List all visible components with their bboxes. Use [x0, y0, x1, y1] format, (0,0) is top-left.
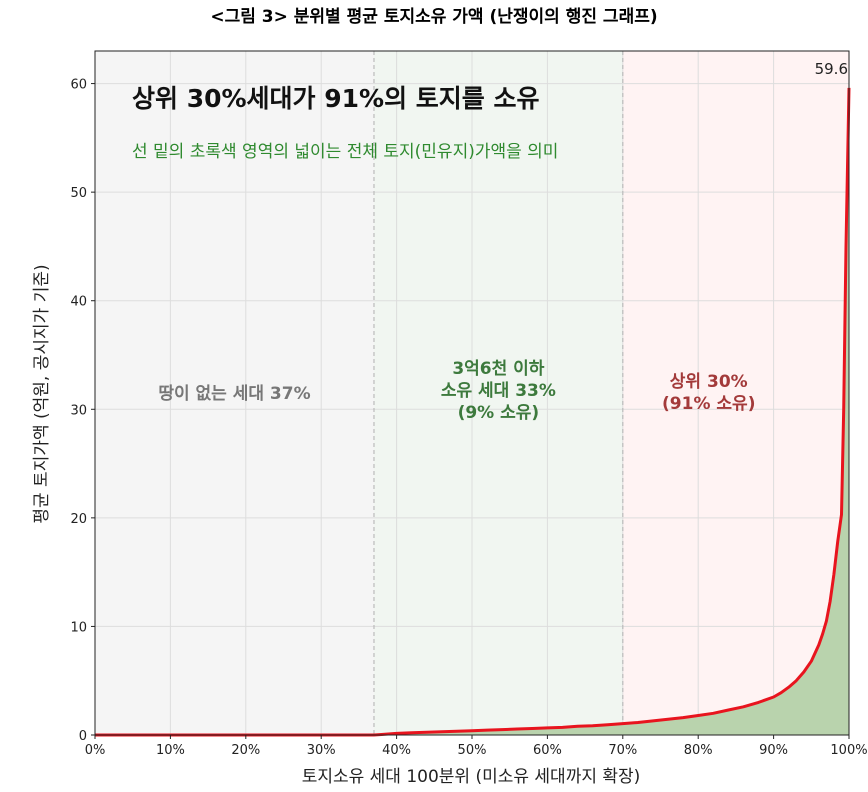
x-tick-label-3: 30%: [307, 743, 336, 758]
y-tick-label-3: 30: [70, 403, 87, 418]
x-tick-label-7: 70%: [608, 743, 637, 758]
y-tick-label-4: 40: [70, 295, 87, 310]
region-dividers: [373, 51, 624, 735]
x-tick-label-6: 60%: [533, 743, 562, 758]
y-tick-label-1: 10: [70, 620, 87, 635]
y-axis-ticks: 0 10 20 30 40 50 60: [70, 78, 95, 744]
region-label-2-line-1: (91% 소유): [662, 394, 755, 414]
subheadline: 선 밑의 초록색 영역의 넓이는 전체 토지(민유지)가액을 의미: [132, 142, 558, 162]
figure-title: <그림 3> 분위별 평균 토지소유 가액 (난쟁이의 행진 그래프): [210, 7, 657, 27]
x-tick-label-8: 80%: [684, 743, 713, 758]
peak-value-label: 59.6: [815, 60, 848, 78]
x-axis-label: 토지소유 세대 100분위 (미소유 세대까지 확장): [302, 767, 641, 787]
x-tick-label-2: 20%: [231, 743, 260, 758]
y-tick-label-6: 60: [70, 78, 87, 93]
land-value-line: [95, 87, 851, 737]
gridlines: [94, 51, 850, 736]
x-tick-label-9: 90%: [759, 743, 788, 758]
region-background-0: [95, 51, 374, 735]
x-tick-label-1: 10%: [156, 743, 185, 758]
x-tick-label-4: 40%: [382, 743, 411, 758]
y-axis-label: 평균 토지가액 (억원, 공시지가 기준): [32, 264, 52, 523]
region-label-2-line-0: 상위 30%: [670, 372, 748, 392]
region-label-0-line-0: 땅이 없는 세대 37%: [158, 384, 310, 404]
region-backgrounds: [95, 51, 849, 735]
y-tick-label-0: 0: [79, 729, 87, 744]
x-tick-label-5: 50%: [458, 743, 487, 758]
headline: 상위 30%세대가 91%의 토지를 소유: [132, 84, 540, 113]
region-label-1-line-2: (9% 소유): [458, 403, 540, 423]
region-label-1-line-1: 소유 세대 33%: [441, 381, 556, 401]
x-tick-label-0: 0%: [85, 743, 106, 758]
y-tick-label-2: 20: [70, 512, 87, 527]
x-tick-label-10: 100%: [830, 743, 867, 758]
region-background-1: [373, 51, 623, 735]
region-background-2: [622, 51, 849, 735]
x-axis-ticks: 0% 10% 20% 30% 40% 50% 60% 70% 80% 90% 100%: [85, 735, 868, 758]
region-label-1-line-0: 3억6천 이하: [452, 359, 544, 379]
y-tick-label-5: 50: [70, 186, 87, 201]
